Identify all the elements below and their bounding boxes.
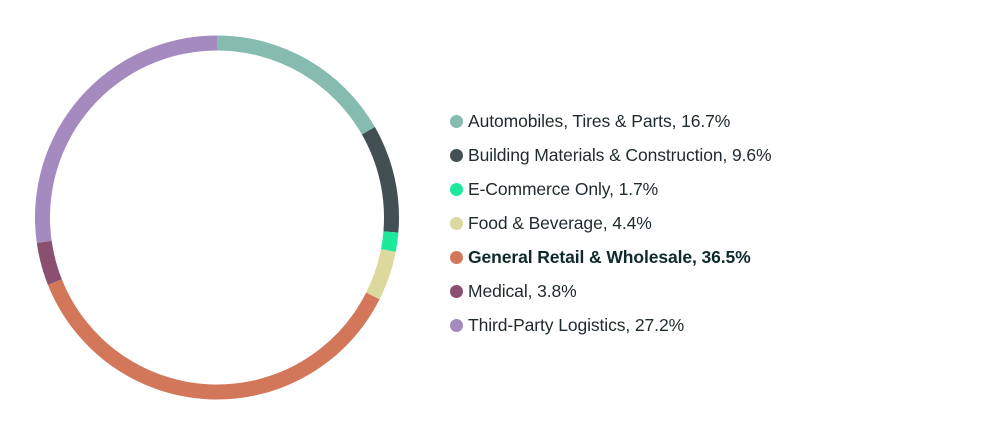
legend-item-automobiles: Automobiles, Tires & Parts, 16.7% bbox=[450, 104, 970, 138]
legend-item-ecommerce: E-Commerce Only, 1.7% bbox=[450, 172, 970, 206]
donut-slice-ecommerce bbox=[380, 231, 399, 252]
legend-swatch-building-materials bbox=[450, 148, 463, 162]
legend-label-food-beverage: Food & Beverage, 4.4% bbox=[468, 212, 652, 233]
legend-label-building-materials: Building Materials & Construction, 9.6% bbox=[468, 144, 772, 165]
legend-item-food-beverage: Food & Beverage, 4.4% bbox=[450, 206, 970, 240]
donut-slice-medical bbox=[36, 240, 62, 285]
legend: Automobiles, Tires & Parts, 16.7% Buildi… bbox=[450, 104, 970, 342]
legend-label-ecommerce: E-Commerce Only, 1.7% bbox=[468, 178, 659, 199]
legend-item-general-retail: General Retail & Wholesale, 36.5% bbox=[450, 240, 970, 274]
legend-swatch-general-retail bbox=[450, 250, 463, 264]
legend-swatch-automobiles bbox=[450, 114, 463, 128]
legend-item-medical: Medical, 3.8% bbox=[450, 274, 970, 308]
legend-swatch-food-beverage bbox=[450, 216, 463, 230]
legend-item-third-party-logistics: Third-Party Logistics, 27.2% bbox=[450, 308, 970, 342]
donut-slice-general-retail bbox=[47, 279, 380, 400]
legend-swatch-medical bbox=[450, 284, 463, 298]
donut-slice-automobiles bbox=[217, 35, 375, 135]
donut-slice-building-materials bbox=[361, 126, 399, 233]
donut-plot bbox=[35, 35, 399, 400]
donut-slice-food-beverage bbox=[366, 249, 396, 300]
legend-label-medical: Medical, 3.8% bbox=[468, 280, 577, 301]
legend-label-automobiles: Automobiles, Tires & Parts, 16.7% bbox=[468, 110, 731, 131]
legend-swatch-third-party-logistics bbox=[450, 318, 463, 332]
donut-slice-third-party-logistics bbox=[35, 35, 217, 243]
legend-label-third-party-logistics: Third-Party Logistics, 27.2% bbox=[468, 314, 685, 335]
legend-label-general-retail: General Retail & Wholesale, 36.5% bbox=[468, 246, 751, 267]
legend-item-building-materials: Building Materials & Construction, 9.6% bbox=[450, 138, 970, 172]
legend-swatch-ecommerce bbox=[450, 182, 463, 196]
